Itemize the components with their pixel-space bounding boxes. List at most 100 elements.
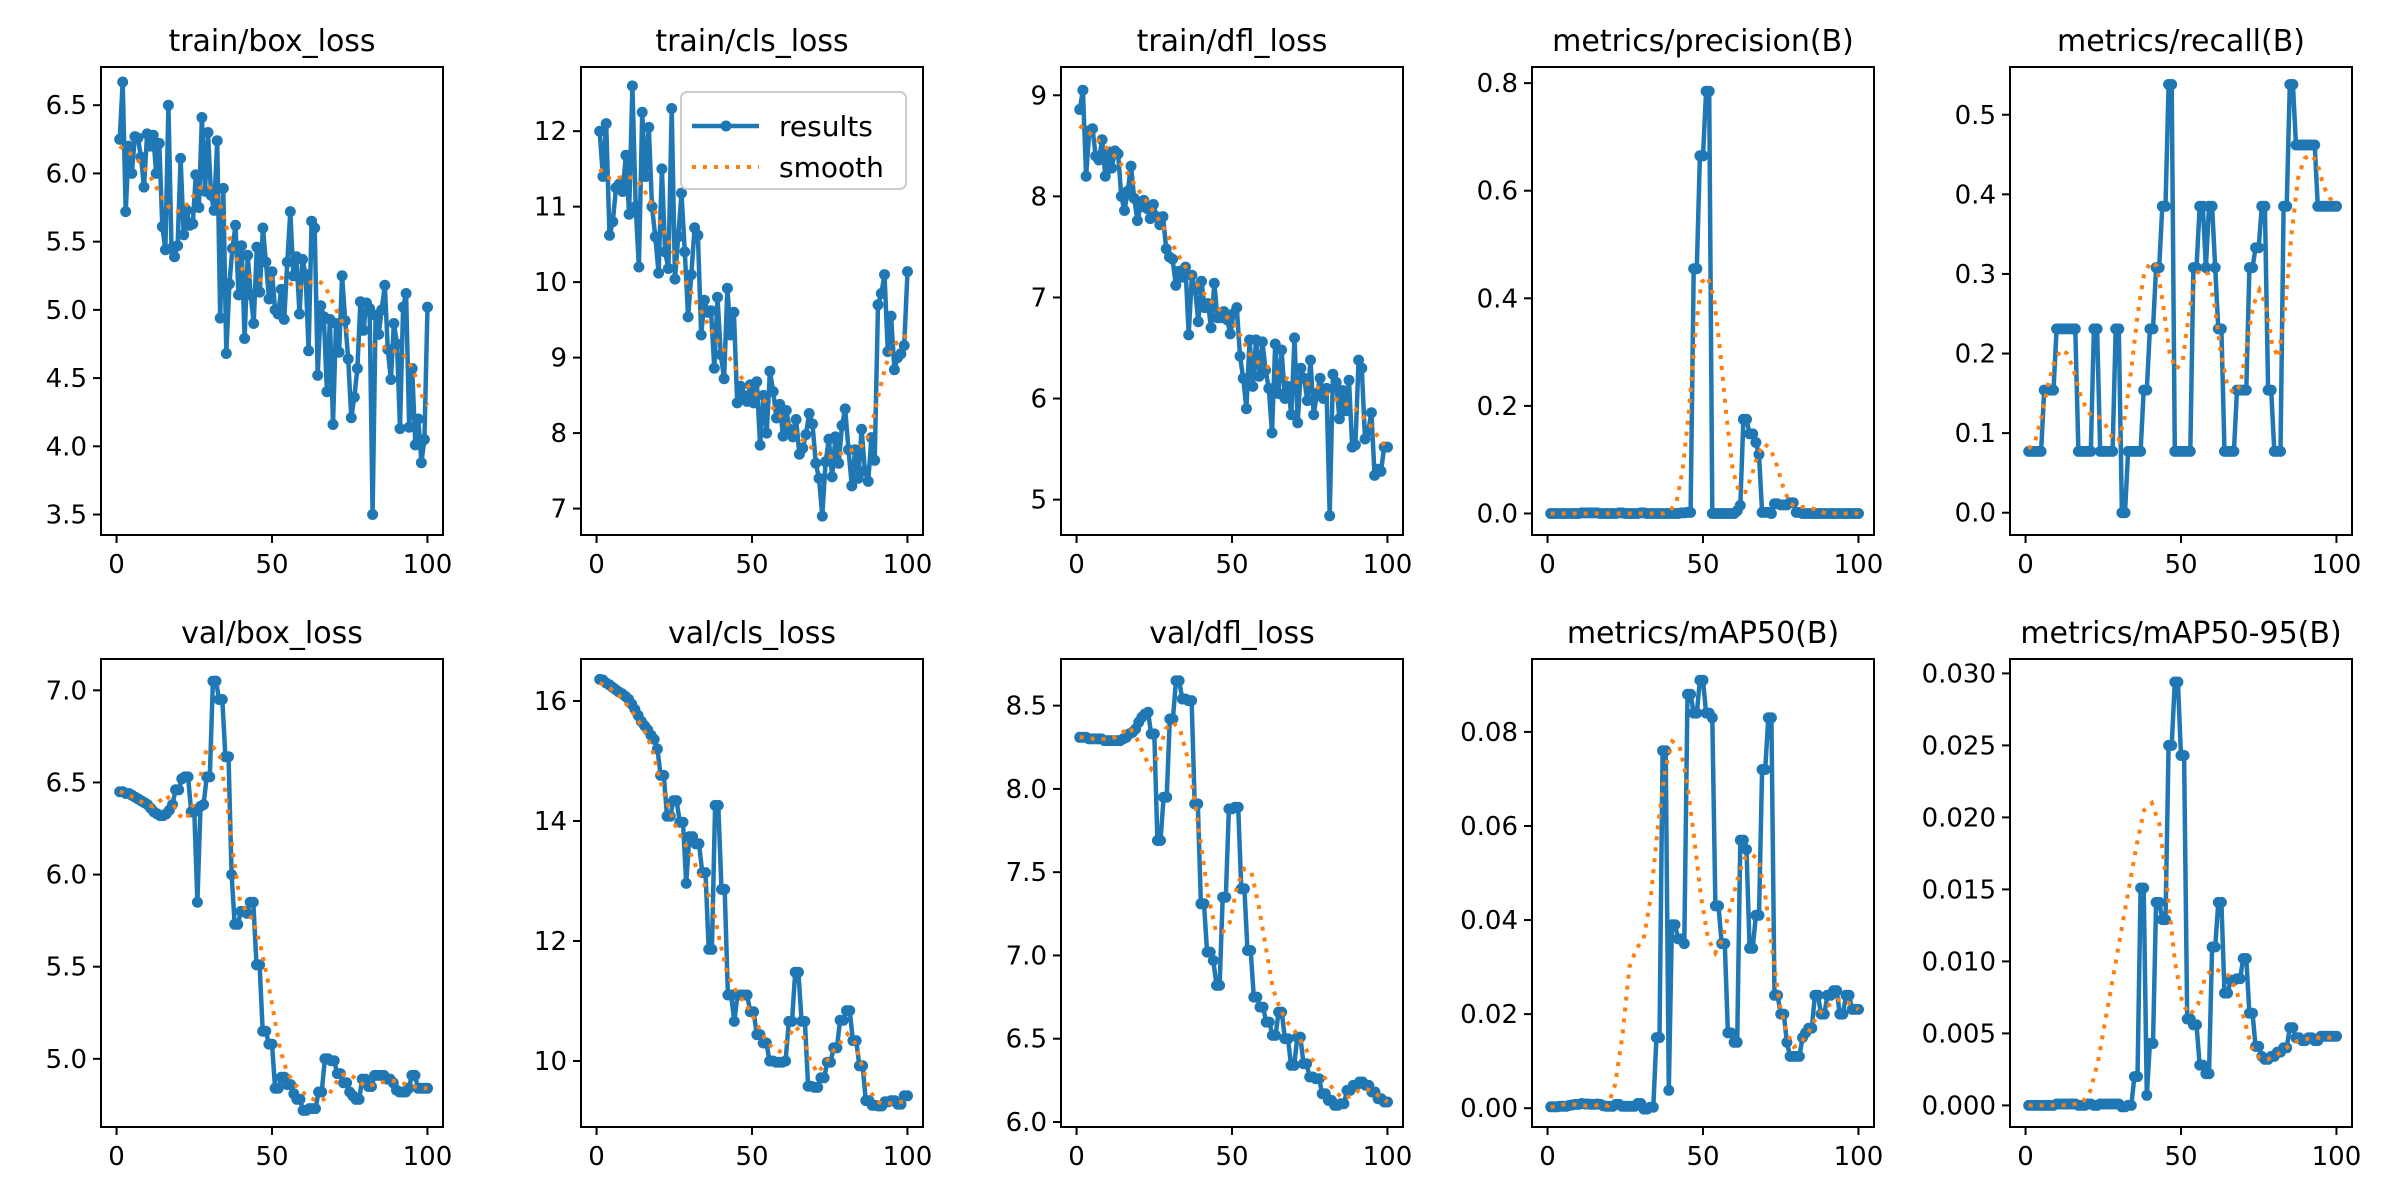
chart-train-box-loss-results-point xyxy=(196,112,208,123)
chart-val-box-loss-ytick-label: 5.5 xyxy=(46,953,87,983)
chart-metrics-precision-b-title: metrics/precision(B) xyxy=(1552,24,1854,59)
chart-val-box-loss-results-point xyxy=(254,959,266,971)
chart-val-box-loss-results-point xyxy=(232,918,244,930)
chart-train-box-loss-results-point xyxy=(138,181,150,193)
chart-val-dfl-loss-xtick-label: 0 xyxy=(1068,1142,1085,1172)
chart-train-cls-loss-results-point xyxy=(617,186,629,197)
chart-val-dfl-loss-results-point xyxy=(1270,1029,1281,1041)
chart-metrics-map50-95-b-ytick-label: 0.010 xyxy=(1922,947,1996,977)
chart-train-dfl-loss-xtick-label: 100 xyxy=(1363,550,1413,580)
legend: results smooth xyxy=(680,91,907,190)
chart-train-box-loss-results-point xyxy=(409,439,421,451)
chart-train-box-loss-results-point xyxy=(330,318,342,329)
chart-val-dfl-loss-results-point xyxy=(1161,791,1173,803)
chart-metrics-recall-b-ytick-label: 0.3 xyxy=(1955,260,1996,290)
chart-metrics-precision-b-xtick-label: 0 xyxy=(1539,550,1556,580)
chart-train-cls-loss-results-point xyxy=(902,266,913,278)
chart-metrics-recall-b-results-point xyxy=(2107,445,2119,457)
chart-train-dfl-loss-results-point xyxy=(1330,376,1342,388)
chart-val-cls-loss-ytick-label: 10 xyxy=(534,1047,567,1077)
chart-val-cls-loss-results-point xyxy=(837,1014,849,1026)
chart-metrics-map50-95-b-results-point xyxy=(2253,1040,2265,1052)
chart-metrics-recall-b-results-point xyxy=(2209,262,2221,274)
chart-train-cls-loss-ytick-label: 8 xyxy=(550,419,567,449)
chart-metrics-precision-b-results-point xyxy=(1734,499,1746,511)
chart-metrics-map50-95-b-results-point xyxy=(2215,896,2227,908)
chart-val-box-loss-results-point xyxy=(272,1082,284,1094)
chart-train-box-loss-results-point xyxy=(220,348,232,359)
chart-metrics-map50-b-results-point xyxy=(1660,745,1672,757)
chart-train-dfl-loss-results-line xyxy=(1077,87,1388,519)
chart-train-cls-loss-results-point xyxy=(865,432,877,444)
chart-train-box-loss-results-point xyxy=(312,369,324,381)
chart-train-dfl-loss-results-point xyxy=(1131,215,1143,227)
chart-train-cls-loss-results-point xyxy=(653,267,665,279)
chart-val-cls-loss-smooth-line xyxy=(598,681,908,1107)
chart-train-dfl-loss-results-point xyxy=(1317,393,1329,404)
chart-train-cls-loss-results-point xyxy=(879,269,890,281)
chart-train-cls-loss-results-point xyxy=(718,373,730,385)
chart-train-cls-loss-results-point xyxy=(685,269,697,281)
chart-metrics-recall-b-ytick-label: 0.2 xyxy=(1955,340,1996,370)
chart-train-cls-loss-results-point xyxy=(679,246,691,258)
chart-val-cls-loss-xtick-label: 50 xyxy=(735,1142,768,1172)
chart-metrics-map50-95-b-results-point xyxy=(2125,1099,2137,1111)
chart-metrics-precision-b-results-point xyxy=(1765,508,1777,519)
chart-metrics-map50-b-results-point xyxy=(1837,1008,1849,1020)
legend-box xyxy=(680,91,907,190)
chart-metrics-map50-95-b-xtick-label: 50 xyxy=(2164,1142,2197,1172)
chart-metrics-map50-95-b-results-point xyxy=(2132,1071,2143,1083)
chart-train-dfl-loss-plot-area xyxy=(1074,84,1393,522)
chart-metrics-map50-95-b-results-point xyxy=(2141,1089,2153,1101)
chart-train-box-loss-results-point xyxy=(333,346,345,358)
chart-train-dfl-loss-results-point xyxy=(1170,279,1182,291)
chart-train-cls-loss-results-point xyxy=(888,364,900,376)
chart-train-cls-loss-results-point xyxy=(859,465,871,477)
chart-metrics-map50-b-results-point xyxy=(1725,1027,1737,1039)
chart-metrics-map50-b-results-point xyxy=(1737,834,1749,846)
chart-val-box-loss-results-point xyxy=(316,1086,328,1098)
chart-metrics-map50-95-b-ytick-label: 0.000 xyxy=(1922,1091,1996,1121)
chart-train-box-loss-results-point xyxy=(367,509,379,520)
chart-train-box-loss-results-point xyxy=(287,270,299,282)
chart-train-cls-loss-results-point xyxy=(803,408,815,419)
chart-metrics-recall-b-results-point xyxy=(2147,323,2159,335)
chart-train-box-loss-results-point xyxy=(178,229,190,241)
chart-train-box-loss-ytick-label: 5.5 xyxy=(46,228,87,258)
chart-val-dfl-loss-results-point xyxy=(1204,946,1216,958)
chart-train-dfl-loss-results-point xyxy=(1080,170,1092,182)
chart-train-box-loss-results-point xyxy=(132,132,144,144)
chart-train-box-loss-results-point xyxy=(266,266,278,278)
chart-train-cls-loss-results-point xyxy=(708,362,720,374)
chart-metrics-map50-b-results-point xyxy=(1691,707,1703,719)
chart-metrics-recall-b-results-point xyxy=(2275,445,2286,457)
chart-val-dfl-loss-ytick-label: 7.5 xyxy=(1006,858,1047,888)
chart-train-dfl-loss-results-point xyxy=(1279,393,1291,404)
chart-train-box-loss: train/box_loss 0 50 100 3.5 4.0 4.5 5.0 5.5 6.0 6.… xyxy=(46,24,453,580)
chart-val-cls-loss-frame xyxy=(580,658,924,1128)
chart-val-cls-loss-results-point xyxy=(895,1098,907,1110)
chart-metrics-precision-b-xtick-label: 100 xyxy=(1834,550,1884,580)
chart-train-cls-loss-ytick-label: 11 xyxy=(534,193,567,223)
chart-metrics-recall-b-results-point xyxy=(2206,200,2218,212)
chart-val-cls-loss-results-point xyxy=(677,816,689,828)
chart-train-cls-loss-results-point xyxy=(820,456,832,468)
chart-metrics-map50-b-results-point xyxy=(1697,674,1709,686)
chart-val-dfl-loss-results-point xyxy=(1142,706,1154,718)
chart-train-box-loss-results-point xyxy=(190,169,202,181)
chart-metrics-recall-b-results-point xyxy=(2135,445,2147,457)
chart-train-box-loss-results-point xyxy=(175,152,187,164)
chart-train-box-loss-results-point xyxy=(162,99,174,111)
chart-train-cls-loss-ytick-label: 9 xyxy=(550,344,567,374)
chart-metrics-map50-b-results-point xyxy=(1647,1101,1659,1113)
chart-train-dfl-loss-results-point xyxy=(1192,316,1204,328)
chart-val-box-loss-results-point xyxy=(285,1079,297,1091)
chart-val-cls-loss-results-point xyxy=(680,877,692,889)
chart-val-box-loss-results-point xyxy=(341,1077,353,1089)
chart-train-box-loss-results-point xyxy=(254,286,266,298)
chart-metrics-map50-b-results-point xyxy=(1678,938,1690,950)
chart-metrics-map50-95-b-results-point xyxy=(2234,973,2246,985)
chart-train-cls-loss: train/cls_loss 0 50 100 7 8 9 10 11 12 results smoo… xyxy=(534,24,932,580)
chart-train-cls-loss-results-point xyxy=(640,171,651,182)
chart-train-box-loss-results-point xyxy=(345,412,357,424)
